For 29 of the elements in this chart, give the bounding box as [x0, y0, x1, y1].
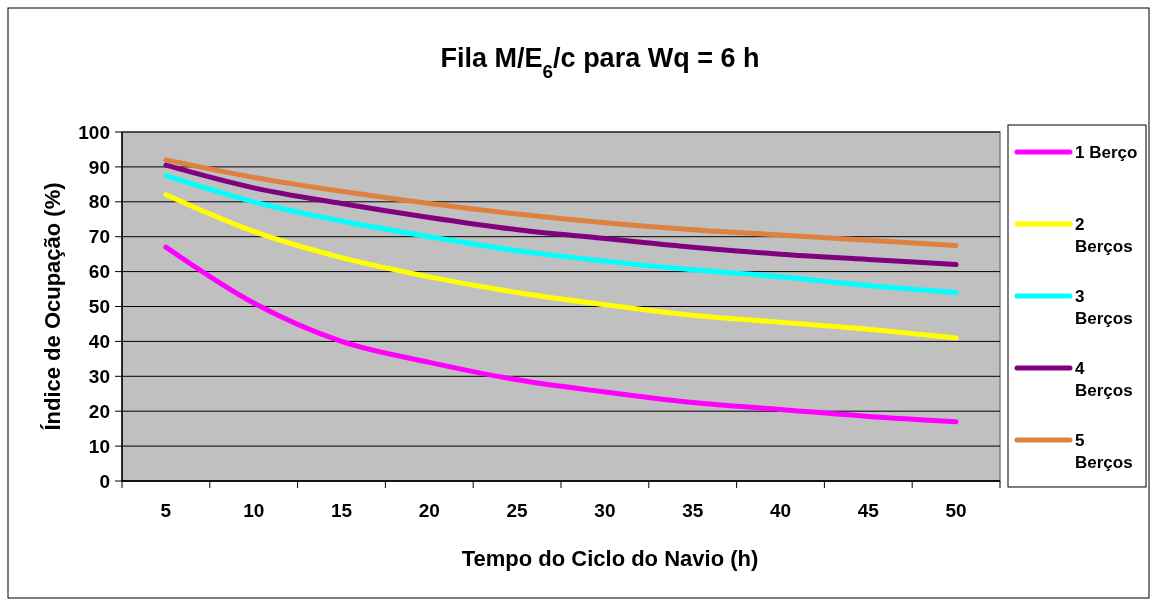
y-tick-label: 70 — [88, 226, 110, 248]
x-tick-label: 40 — [769, 500, 792, 521]
legend-label: 1 Berço — [1075, 142, 1138, 162]
x-tick-label: 50 — [945, 500, 967, 521]
y-tick-label: 100 — [78, 121, 110, 143]
x-tick-label: 30 — [594, 500, 616, 521]
x-tick-label: 15 — [330, 500, 353, 521]
x-tick-label: 20 — [418, 500, 440, 521]
legend-label: 4 Berços — [1075, 358, 1133, 401]
chart-title: Fila M/E$_{6}$/c para Wq = 6 h — [440, 43, 760, 82]
y-tick-label: 40 — [88, 331, 110, 353]
x-tick-label: 45 — [857, 500, 880, 521]
x-tick-label: 25 — [506, 500, 529, 521]
y-tick-label: 10 — [88, 435, 110, 457]
y-tick-label: 80 — [88, 191, 110, 213]
legend-label: 5 Berços — [1075, 430, 1133, 473]
y-axis-title: Índice de Ocupação (%) — [40, 182, 65, 431]
x-tick-label: 5 — [160, 500, 172, 521]
y-tick-label: 50 — [88, 296, 110, 318]
x-tick-label: 10 — [243, 500, 265, 521]
legend-label: 3 Berços — [1075, 286, 1133, 329]
legend-label: 2 Berços — [1075, 214, 1133, 257]
y-tick-label: 20 — [88, 400, 110, 422]
x-tick-label: 35 — [682, 500, 704, 521]
y-tick-label: 60 — [88, 261, 110, 283]
y-tick-label: 90 — [88, 156, 110, 178]
y-tick-label: 0 — [99, 470, 110, 492]
x-axis-title: Tempo do Ciclo do Navio (h) — [461, 546, 759, 571]
y-tick-label: 30 — [88, 365, 110, 387]
